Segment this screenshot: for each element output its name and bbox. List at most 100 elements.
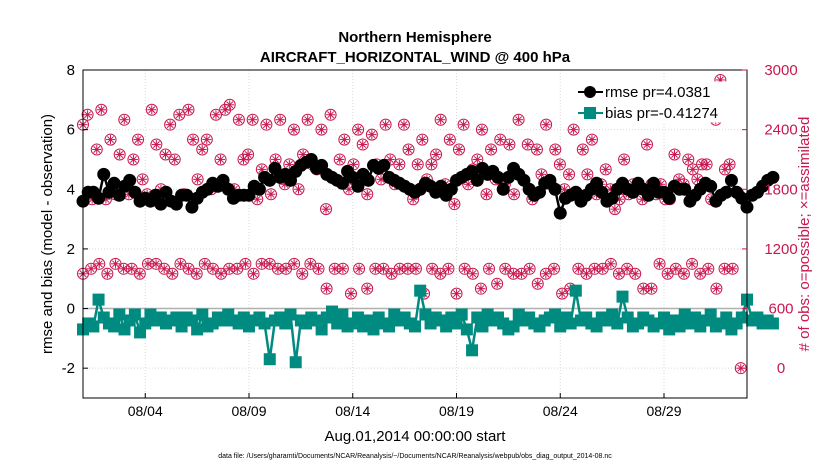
plot-frame [82,69,748,399]
obs-possible-point [599,163,612,176]
asterisk-stroke [322,205,330,213]
obs-assimilated-point [353,125,363,135]
asterisk-stroke [643,141,651,149]
obs-possible-point [242,148,255,161]
asterisk-stroke [455,146,463,154]
obs-assimilated-point [537,169,547,179]
bias-point [466,344,479,357]
asterisk-stroke [684,155,692,163]
obs-possible-point [168,153,181,166]
obs-assimilated-point [358,140,368,150]
obs-possible-point [320,203,333,216]
rmse-point [154,197,168,211]
asterisk-stroke [505,141,513,149]
asterisk-stroke [345,185,353,193]
legend-bias-marker [584,107,596,119]
obs-possible-point [618,153,631,166]
asterisk-stroke [570,126,578,134]
obs-possible-point [223,98,236,111]
obs-possible-point [430,148,443,161]
obs-assimilated-point [477,125,487,135]
bias-point [476,320,489,333]
bias-point [367,323,380,336]
asterisk-stroke [235,116,243,124]
obs-possible-point [682,153,695,166]
asterisk-stroke [542,121,550,129]
asterisk-stroke [340,136,348,144]
asterisk-stroke [696,270,704,278]
y-axis-label: rmse and bias (model - observation) [39,114,56,354]
obs-possible-point [232,113,245,126]
obs-possible-point [521,138,534,151]
obs-assimilated-point [362,189,372,199]
obs-possible-point [159,148,172,161]
asterisk-stroke [464,180,472,188]
right-ticks: 0 600 1200 1800 2400 3000 [742,62,798,377]
asterisk-stroke [166,121,174,129]
asterisk-stroke [703,160,711,168]
bias-point [658,311,670,324]
asterisk-stroke [534,280,542,288]
asterisk-stroke [262,121,270,129]
bias-point [258,317,271,330]
asterisk-stroke [693,175,701,183]
obs-assimilated-point [582,169,592,179]
obs-possible-point [726,262,739,275]
asterisk-stroke [550,265,558,273]
y2-tick-label: 600 [768,301,793,318]
asterisk-stroke [272,155,280,163]
y-tick-label: 6 [67,122,75,139]
asterisk-stroke [591,265,599,273]
obs-assimilated-point [127,264,137,274]
y-tick-label: 8 [67,62,75,79]
asterisk-stroke [144,260,152,268]
asterisk-stroke [538,170,546,178]
obs-assimilated-point [216,154,226,164]
obs-assimilated-point [216,269,226,279]
obs-possible-point [503,138,516,151]
obs-assimilated-point [569,125,579,135]
obs-possible-point [200,133,213,146]
asterisk-stroke [274,265,282,273]
legend-bias-label: bias pr=-0.41274 [605,105,718,122]
obs-assimilated-point [367,130,377,140]
asterisk-stroke [276,116,284,124]
asterisk-stroke [623,265,631,273]
asterisk-stroke [437,116,445,124]
obs-assimilated-point [468,269,478,279]
obs-assimilated-point [532,145,542,155]
asterisk-stroke [84,111,92,119]
asterisk-stroke [680,270,688,278]
asterisk-stroke [347,290,355,298]
obs-possible-point [549,143,562,156]
asterisk-stroke [533,146,541,154]
bias-point [326,305,338,318]
obs-assimilated-point [96,105,106,115]
asterisk-stroke [217,270,225,278]
obs-assimilated-point [188,135,198,145]
obs-assimilated-point [517,269,527,279]
obs-possible-point [700,158,713,171]
obs-assimilated-point [598,264,608,274]
asterisk-stroke [176,260,184,268]
bias-point [611,317,624,330]
rmse-point [252,182,266,196]
obs-possible-point [585,133,598,146]
asterisk-stroke [436,270,444,278]
asterisk-stroke [203,136,211,144]
obs-possible-point [604,257,617,270]
legend-rmse-marker [584,86,596,98]
asterisk-stroke [304,116,312,124]
obs-assimilated-point [303,115,313,125]
rmse-point [496,182,510,196]
obs-possible-point [338,133,351,146]
asterisk-stroke [688,260,696,268]
asterisk-stroke [212,111,220,119]
obs-possible-point [567,123,580,136]
asterisk-stroke [418,136,426,144]
obs-assimilated-point [482,189,492,199]
obs-possible-point [416,133,429,146]
obs-possible-point [702,262,715,275]
obs-assimilated-point [362,284,372,294]
